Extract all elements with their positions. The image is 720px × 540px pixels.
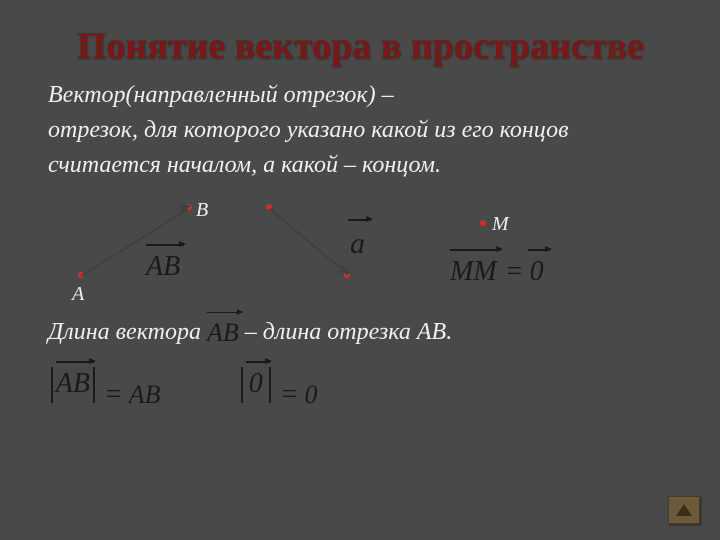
definition-line1: Вектор(направленный отрезок) – (48, 78, 672, 113)
label-b: В (196, 196, 208, 225)
length-label: Длина вектора (48, 315, 201, 350)
content-area: Вектор(направленный отрезок) – отрезок, … (0, 78, 720, 410)
length-row: Длина вектора AB – длина отрезка АВ. (48, 312, 672, 352)
point-m (480, 220, 486, 226)
eq-abs-zero: 0 = 0 (238, 364, 318, 415)
diagram-row: А В AB a M MM = 0 (48, 192, 672, 312)
equations-row: AB = AB 0 = 0 (48, 360, 672, 410)
line-a (269, 209, 348, 276)
arrow-a (339, 264, 353, 278)
length-tail: – длина отрезка АВ. (245, 315, 453, 350)
notation-a: a (348, 222, 367, 266)
notation-mm: MM = 0 (450, 252, 546, 293)
length-vec-ab: AB (207, 314, 239, 352)
label-m: M (492, 210, 509, 239)
label-a: А (72, 280, 84, 309)
eq-abs-ab: AB = AB (48, 364, 160, 415)
arrow-ab (179, 200, 193, 214)
nav-home-button[interactable] (668, 496, 700, 524)
definition-term: Вектор(направленный отрезок) (48, 82, 376, 108)
definition-dash: – (376, 82, 394, 108)
definition-body: отрезок, для которого указано какой из е… (48, 113, 672, 183)
notation-ab: AB (146, 247, 180, 288)
slide-title: Понятие вектора в пространстве (0, 0, 720, 78)
